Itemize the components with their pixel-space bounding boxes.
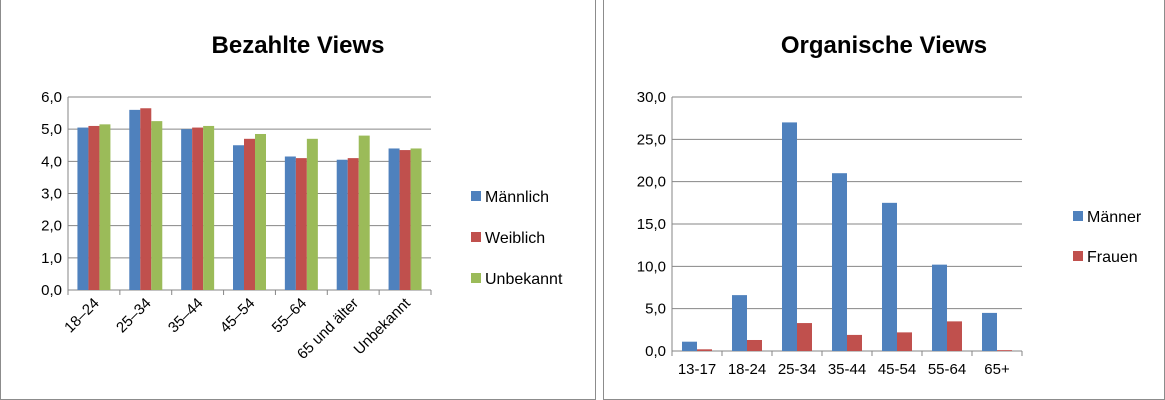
bar xyxy=(947,321,962,351)
y-tick-label: 4,0 xyxy=(41,153,62,170)
bezahlte-views-chart: 0,0 1,0 2,0 3,0 4,0 5,0 6,0 18–24 25–34 35–44 45–5… xyxy=(41,89,563,363)
chart-panel-organische-views: Organische Views 0,0 5,0 10,0 15,0 20,0 25,0 3… xyxy=(603,0,1165,400)
bar xyxy=(388,148,400,290)
legend-label: Frauen xyxy=(1087,249,1138,266)
bar xyxy=(151,121,163,290)
bar xyxy=(306,138,318,290)
bar xyxy=(410,148,422,290)
x-tick-label: 45-54 xyxy=(878,361,916,378)
bar xyxy=(897,332,912,351)
y-tick-label: 0,0 xyxy=(645,343,666,360)
x-tick-label: 55-64 xyxy=(928,361,966,378)
y-tick-label: 5,0 xyxy=(41,121,62,138)
legend-label: Männlich xyxy=(485,189,549,206)
y-tick-label: 25,0 xyxy=(637,131,666,148)
chart-panel-bezahlte-views: Bezahlte Views 0,0 1,0 2,0 3,0 4,0 5,0 6,0 18–2… xyxy=(0,0,596,400)
bar xyxy=(682,341,697,351)
legend-label: Männer xyxy=(1087,209,1142,226)
bar xyxy=(284,156,296,290)
y-tick-label: 30,0 xyxy=(637,89,666,106)
y-tick-label: 20,0 xyxy=(637,174,666,191)
bar xyxy=(295,158,307,290)
bar xyxy=(982,312,997,351)
x-tick-label: 55–64 xyxy=(269,295,311,337)
bar xyxy=(129,109,141,290)
bar xyxy=(99,124,111,290)
x-tick-label: 13-17 xyxy=(678,361,716,378)
legend-label: Unbekannt xyxy=(485,271,563,288)
x-tick-label: 35–44 xyxy=(165,295,207,337)
legend-swatch xyxy=(471,232,481,242)
bar xyxy=(832,173,847,351)
bar xyxy=(192,127,204,290)
bar xyxy=(255,133,266,290)
chart-title: Organische Views xyxy=(780,32,988,59)
x-tick-label: 18-24 xyxy=(728,361,766,378)
legend-label: Weiblich xyxy=(485,230,545,247)
x-tick-label: 25-34 xyxy=(778,361,816,378)
bar xyxy=(782,122,797,352)
bar xyxy=(336,159,348,290)
bar xyxy=(882,202,897,351)
x-tick-label: 18–24 xyxy=(61,295,103,337)
legend-swatch xyxy=(1073,211,1083,221)
x-tick-label: 35-44 xyxy=(828,361,866,378)
y-tick-label: 15,0 xyxy=(637,216,666,233)
bar xyxy=(797,323,812,351)
legend-swatch xyxy=(471,191,481,201)
bar xyxy=(88,125,100,290)
bar xyxy=(732,295,747,351)
organische-views-chart: 0,0 5,0 10,0 15,0 20,0 25,0 30,0 13-17 18-24 25-3… xyxy=(637,89,1142,378)
bar xyxy=(140,108,152,290)
y-tick-label: 0,0 xyxy=(41,282,62,299)
bar xyxy=(244,138,255,290)
y-tick-label: 6,0 xyxy=(41,89,62,106)
x-tick-label: Unbekannt xyxy=(351,294,415,358)
bar xyxy=(77,127,89,290)
y-tick-label: 2,0 xyxy=(41,218,62,235)
bar xyxy=(932,264,947,351)
bar xyxy=(997,350,1012,351)
bar xyxy=(181,129,193,290)
x-tick-label: 65+ xyxy=(984,361,1010,378)
bar xyxy=(358,135,370,290)
bar xyxy=(399,150,411,290)
chart-title: Bezahlte Views xyxy=(211,32,385,59)
bar xyxy=(233,145,244,290)
bar xyxy=(203,125,215,290)
y-tick-label: 10,0 xyxy=(637,258,666,275)
x-tick-label: 45–54 xyxy=(217,295,259,337)
bar xyxy=(747,339,762,351)
y-tick-label: 3,0 xyxy=(41,186,62,203)
bar xyxy=(347,158,359,290)
y-tick-label: 1,0 xyxy=(41,250,62,267)
bar xyxy=(697,349,712,351)
y-tick-label: 5,0 xyxy=(645,301,666,318)
legend-swatch xyxy=(1073,251,1083,261)
legend-swatch xyxy=(471,273,481,283)
x-tick-label: 25–34 xyxy=(113,295,155,337)
bar xyxy=(847,334,862,351)
